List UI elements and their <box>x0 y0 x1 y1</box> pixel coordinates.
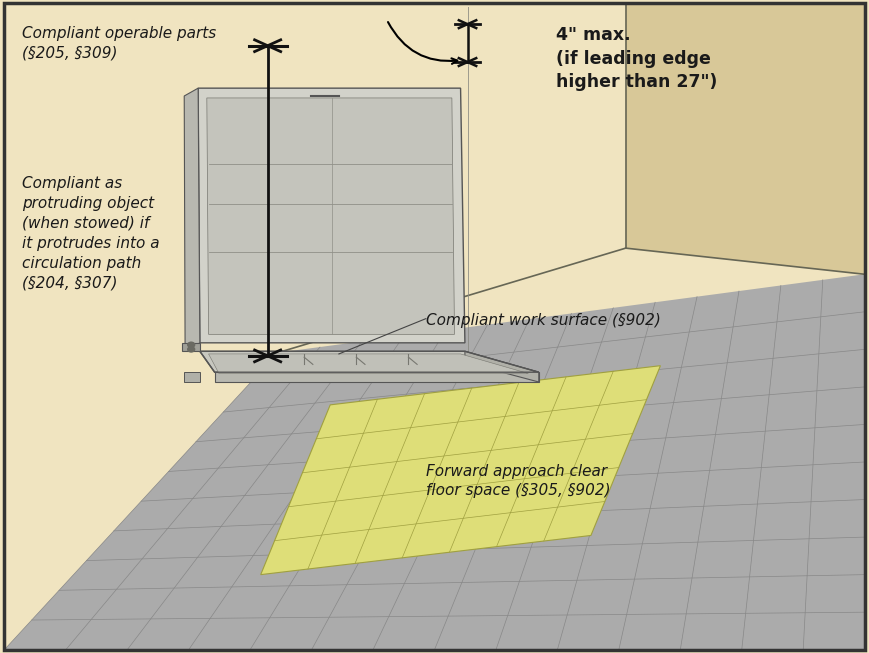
Polygon shape <box>465 351 539 382</box>
Text: 4" max.
(if leading edge
higher than 27"): 4" max. (if leading edge higher than 27"… <box>556 26 718 91</box>
Polygon shape <box>184 372 200 382</box>
Circle shape <box>188 347 195 352</box>
Polygon shape <box>207 98 454 334</box>
Polygon shape <box>4 274 865 650</box>
Polygon shape <box>198 88 465 343</box>
Polygon shape <box>209 354 528 374</box>
Polygon shape <box>215 372 539 382</box>
Polygon shape <box>626 3 865 274</box>
Polygon shape <box>261 366 660 575</box>
Text: Compliant as
protruding object
(when stowed) if
it protrudes into a
circulation : Compliant as protruding object (when sto… <box>22 176 159 291</box>
Text: 28" – 34": 28" – 34" <box>236 159 254 243</box>
Polygon shape <box>182 343 200 351</box>
Polygon shape <box>184 88 200 351</box>
Text: Compliant work surface (§902): Compliant work surface (§902) <box>426 313 660 328</box>
Polygon shape <box>200 351 539 372</box>
Text: Forward approach clear
floor space (§305, §902): Forward approach clear floor space (§305… <box>426 464 610 498</box>
Text: Compliant operable parts
(§205, §309): Compliant operable parts (§205, §309) <box>22 26 216 61</box>
Circle shape <box>188 342 195 347</box>
